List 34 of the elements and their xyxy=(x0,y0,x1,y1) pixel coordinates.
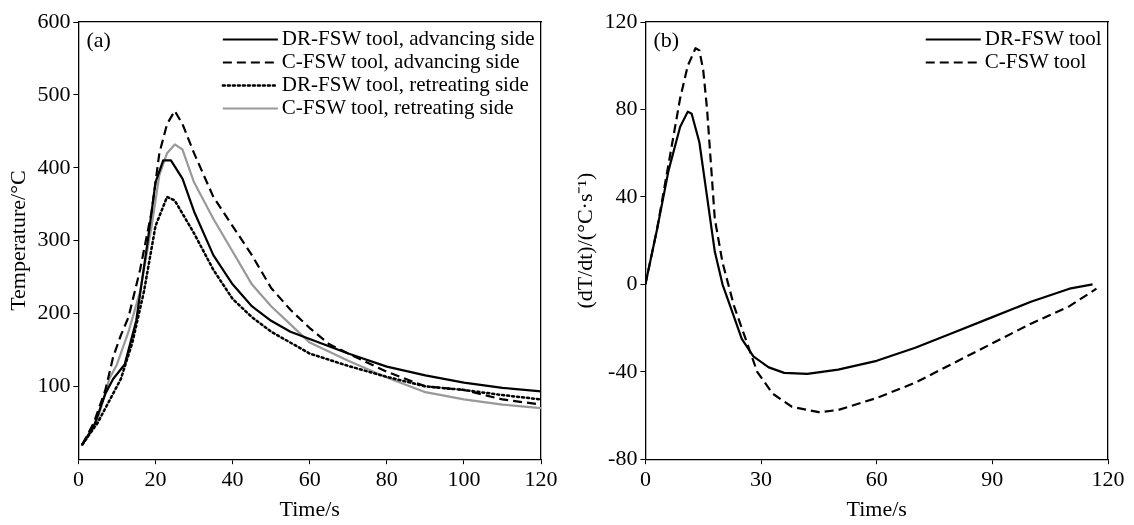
y-tick-label: 400 xyxy=(37,153,71,179)
x-tick-label: 60 xyxy=(298,466,321,492)
y-tick-label: 100 xyxy=(37,372,71,398)
x-axis-title: Time/s xyxy=(279,495,340,521)
y-axis-title: (dT/dt)/(°C·s⁻¹) xyxy=(571,172,597,309)
x-tick-label: 30 xyxy=(750,466,773,492)
y-tick-label: -40 xyxy=(608,357,638,383)
x-tick-label: 120 xyxy=(1091,466,1125,492)
x-tick-label: 100 xyxy=(447,466,481,492)
y-tick-label: 600 xyxy=(37,7,71,33)
x-tick-label: 20 xyxy=(144,466,167,492)
x-tick-label: 60 xyxy=(865,466,888,492)
legend-label: DR-FSW tool, advancing side xyxy=(281,26,535,51)
annotation: (b) xyxy=(653,26,680,52)
x-axis-title: Time/s xyxy=(846,495,907,521)
y-tick-label: 40 xyxy=(615,182,638,208)
x-tick-label: 120 xyxy=(524,466,558,492)
y-tick-label: 120 xyxy=(604,7,638,33)
x-tick-label: 40 xyxy=(221,466,244,492)
legend-label: DR-FSW tool xyxy=(984,26,1102,51)
annotation: (a) xyxy=(86,26,111,52)
y-tick-label: 0 xyxy=(626,270,638,296)
y-tick-label: -80 xyxy=(608,444,638,470)
y-tick-label: 80 xyxy=(615,95,638,121)
y-tick-label: 200 xyxy=(37,299,71,325)
legend-label: C-FSW tool, retreating side xyxy=(281,95,514,120)
y-axis-title: Temperature/°C xyxy=(4,170,30,311)
legend-label: C-FSW tool xyxy=(984,49,1087,74)
y-tick-label: 500 xyxy=(37,80,71,106)
x-tick-label: 90 xyxy=(981,466,1004,492)
legend-label: DR-FSW tool, retreating side xyxy=(281,72,529,97)
y-tick-label: 300 xyxy=(37,226,71,252)
legend-label: C-FSW tool, advancing side xyxy=(281,49,520,74)
x-tick-label: 80 xyxy=(375,466,398,492)
